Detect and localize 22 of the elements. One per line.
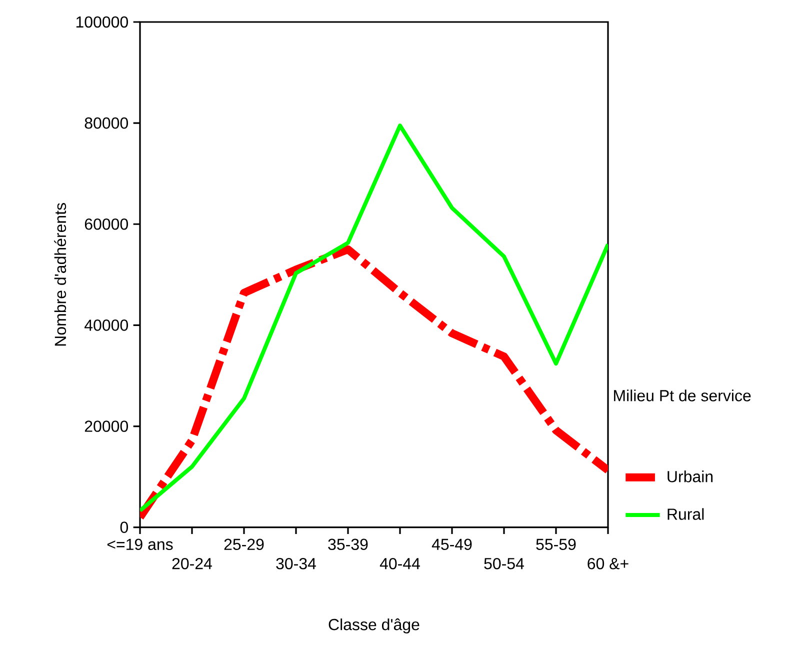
y-axis-title: Nombre d'adhérents — [54, 203, 66, 346]
x-tick-label: 20-24 — [172, 558, 212, 570]
x-tick-label: 50-54 — [484, 558, 524, 570]
x-tick-label: 40-44 — [380, 558, 420, 570]
x-tick-label: 30-34 — [276, 558, 316, 570]
legend-title: Milieu Pt de service — [614, 390, 751, 402]
x-tick-label: 35-39 — [328, 538, 368, 550]
y-tick-label: 40000 — [84, 320, 128, 331]
line-series — [140, 124, 608, 513]
x-tick-label: <=19 ans — [107, 538, 173, 550]
x-tick-label: 45-49 — [432, 538, 472, 550]
x-tick-label: 25-29 — [224, 538, 264, 550]
y-tick-label: 20000 — [84, 420, 128, 432]
x-tick-label: 55-59 — [536, 538, 576, 550]
y-tick-label: 80000 — [84, 117, 128, 129]
x-tick-label: 60 &+ — [588, 558, 628, 570]
legend-label: Rural — [668, 508, 704, 520]
x-axis-title: Classe d'âge — [328, 618, 420, 634]
y-tick-label: 0 — [120, 522, 128, 533]
legend-label: Urbain — [668, 470, 713, 482]
y-tick-label: 100000 — [76, 16, 128, 28]
y-tick-label: 60000 — [84, 218, 128, 230]
